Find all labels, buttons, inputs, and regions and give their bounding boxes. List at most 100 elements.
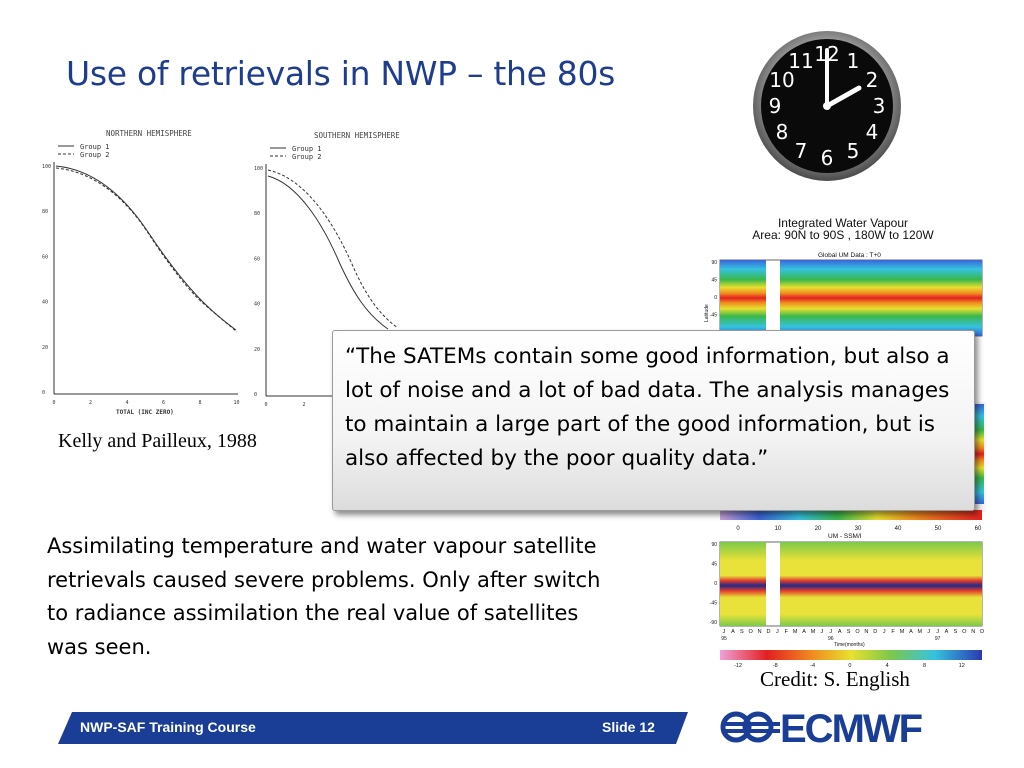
latitude-tick: 90 [711, 542, 717, 548]
clock-hour-hand [824, 85, 862, 109]
clock-number: 11 [788, 49, 813, 73]
scale-tick: 8 [923, 663, 926, 668]
scale-tick: 60 [975, 526, 982, 532]
panel2-title: UM - SSM/I [828, 533, 862, 540]
month-label: S [740, 629, 744, 635]
iwv-ylabel: Latitude [704, 304, 710, 322]
month-label: J [829, 629, 832, 635]
southern-hemisphere-graph: SOUTHERN HEMISPHERE Group 1 Group 2 100 8… [254, 131, 448, 408]
scale-tick: 4 [886, 663, 889, 668]
graph-title: SOUTHERN HEMISPHERE [314, 131, 400, 140]
scale-tick: -12 [734, 663, 742, 668]
clock-number: 3 [873, 94, 886, 118]
graph-title: NORTHERN HEMISPHERE [106, 129, 192, 138]
clock-number: 8 [776, 120, 789, 144]
latitude-tick: 0 [714, 295, 717, 301]
y-tick-label: 100 [42, 164, 51, 170]
iwv-subtitle: Area: 90N to 90S , 180W to 120W [752, 228, 934, 242]
citation: Kelly and Pailleux, 1988 [58, 430, 257, 452]
quote-callout: “The SATEMs contain some good informatio… [332, 330, 975, 511]
month-label: D [767, 629, 771, 635]
clock-icon: 121234567891011 [753, 31, 901, 181]
legend-group2: Group 2 [80, 151, 110, 159]
clock-number: 1 [847, 49, 860, 73]
latitude-tick: -90 [710, 620, 717, 626]
month-label: N [864, 629, 868, 635]
month-label: O [749, 629, 754, 635]
latitude-tick: 45 [711, 278, 717, 284]
month-label: A [945, 629, 949, 635]
x-tick-label: 6 [162, 400, 165, 406]
latitude-tick: -45 [710, 313, 717, 319]
latitude-tick: -45 [710, 601, 717, 607]
scale-tick: 40 [895, 526, 902, 532]
month-label: D [980, 629, 984, 635]
y-tick-label: 20 [254, 347, 260, 353]
month-label: J [821, 629, 824, 635]
month-label: D [873, 629, 877, 635]
clock-number: 10 [769, 68, 794, 92]
month-label: F [891, 629, 895, 635]
legend-group2: Group 2 [292, 153, 322, 161]
month-label: A [731, 629, 735, 635]
northern-hemisphere-graph: NORTHERN HEMISPHERE Group 1 Group 2 1008… [42, 129, 240, 416]
month-label: J [927, 629, 930, 635]
latitude-tick: 45 [711, 562, 717, 568]
y-tick-label: 80 [254, 211, 260, 217]
month-label: J [936, 629, 939, 635]
month-label: S [847, 629, 851, 635]
month-label: M [793, 629, 798, 635]
month-label: J [776, 629, 779, 635]
month-label: M [918, 629, 923, 635]
clock-number: 5 [847, 139, 860, 163]
slide-title: Use of retrievals in NWP – the 80s [66, 54, 616, 93]
clock-number: 4 [866, 120, 879, 144]
y-tick-label: 40 [42, 300, 48, 306]
y-tick-label: 60 [254, 256, 260, 262]
month-label: O [855, 629, 860, 635]
clock-number: 9 [769, 94, 782, 118]
clock-number: 2 [866, 68, 879, 92]
year-label: 95 [721, 636, 727, 642]
panel1-title: Global UM Data : T+0 [818, 252, 881, 259]
scale-tick: 30 [855, 526, 862, 532]
clock-number: 6 [821, 146, 834, 170]
legend-group1: Group 1 [292, 145, 322, 153]
body-text: Assimilating temperature and water vapou… [47, 534, 601, 659]
x-tick-label: 2 [89, 400, 92, 406]
x-tick-label: 0 [52, 400, 55, 406]
month-label: M [811, 629, 816, 635]
ecmwf-logo: ECMWF [720, 707, 924, 747]
iwv-title: Integrated Water Vapour [777, 216, 909, 230]
y-tick-label: 40 [254, 302, 260, 308]
month-label: S [954, 629, 958, 635]
scale-tick: -8 [773, 663, 778, 668]
y-tick-label: 0 [254, 392, 257, 398]
iwv-figure: Integrated Water Vapour Area: 90N to 90S… [686, 212, 1000, 668]
month-label: F [785, 629, 789, 635]
x-tick-label: 0 [264, 402, 267, 408]
month-label: A [838, 629, 842, 635]
month-label: O [962, 629, 967, 635]
scale-tick: -4 [810, 663, 815, 668]
month-label: J [883, 629, 886, 635]
legend-group1: Group 1 [80, 143, 110, 151]
logo-text: ECMWF [780, 707, 922, 747]
scale-tick: 50 [935, 526, 942, 532]
latitude-tick: 90 [711, 260, 717, 266]
scale-tick: 20 [815, 526, 822, 532]
month-label: N [758, 629, 762, 635]
scale-tick: 0 [736, 526, 740, 532]
footer-bar [58, 712, 688, 744]
month-label: N [971, 629, 975, 635]
x-axis-label: TOTAL (INC ZERO) [116, 409, 174, 416]
year-label: 96 [828, 636, 834, 642]
scale-tick: 0 [848, 663, 851, 668]
image-credit: Credit: S. English [760, 667, 910, 691]
time-label: Time(months) [834, 642, 865, 648]
x-tick-label: 4 [125, 400, 128, 406]
month-label: M [900, 629, 905, 635]
clock-number: 7 [795, 139, 808, 163]
month-label: A [802, 629, 806, 635]
month-label: A [909, 629, 913, 635]
